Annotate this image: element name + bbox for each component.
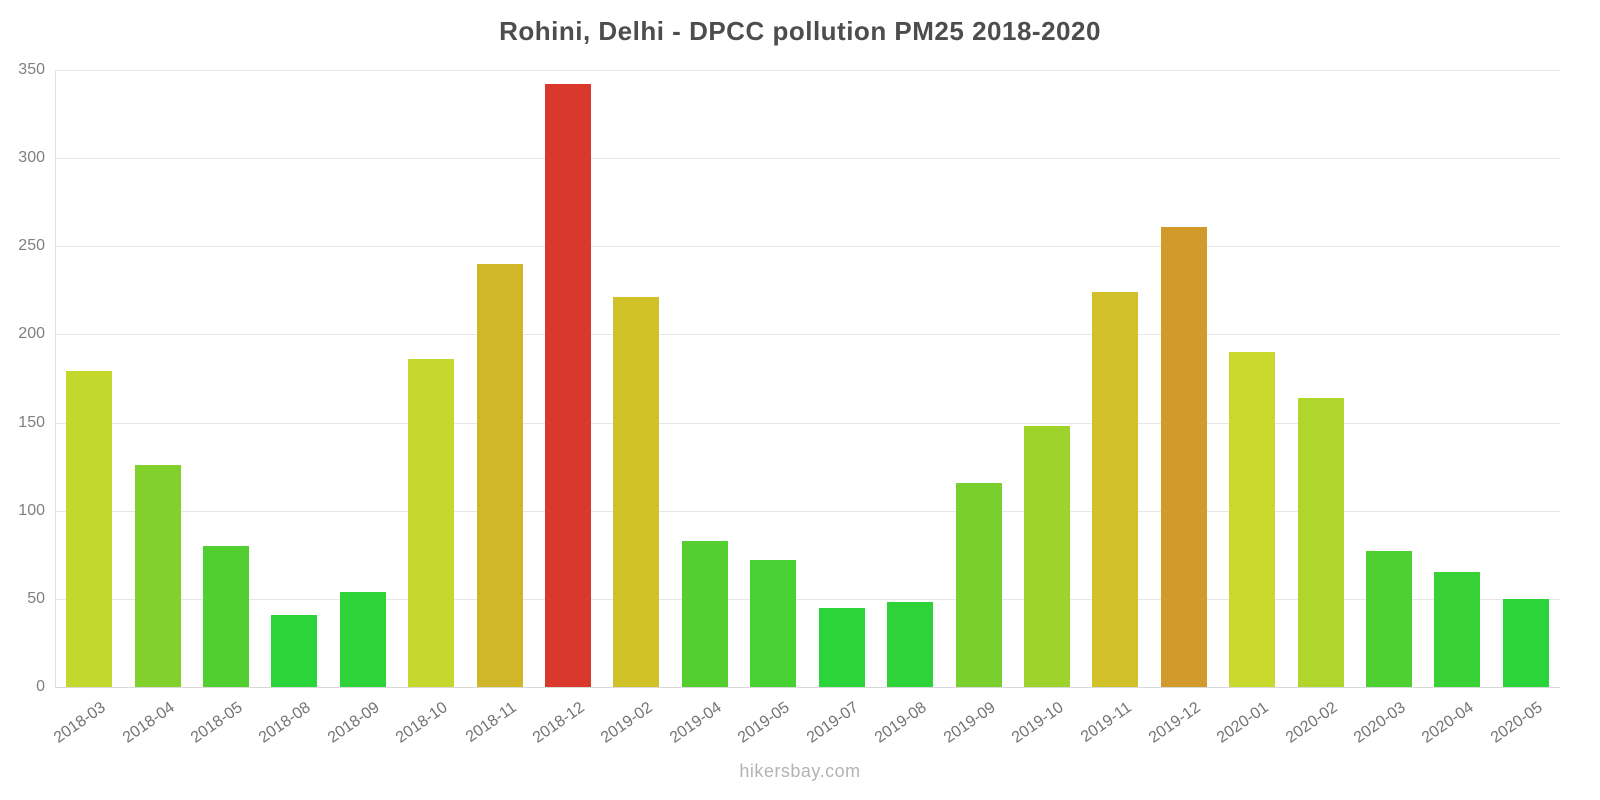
x-axis-tick-label: 2020-04 <box>1419 699 1478 747</box>
x-axis-tick-label: 2018-08 <box>256 699 315 747</box>
y-axis-line <box>55 70 56 687</box>
grid-line <box>55 510 1560 512</box>
y-axis-tick-label: 200 <box>18 325 45 343</box>
y-axis-tick-label: 350 <box>18 61 45 78</box>
plot-area: 0 50 100 150 200 250 300 350 2018-03 2018-04 2018… <box>18 61 1560 747</box>
bar-2020-05 <box>1502 598 1549 687</box>
x-axis-tick-label: 2019-05 <box>735 699 794 747</box>
grid-line <box>55 598 1560 600</box>
bar-2020-04 <box>1434 572 1481 687</box>
grid-line <box>55 687 1560 688</box>
bar-2018-08 <box>271 614 318 687</box>
x-axis-tick-label: 2019-09 <box>940 699 999 747</box>
bar-2019-10 <box>1023 426 1070 687</box>
y-axis-tick-label: 100 <box>18 501 45 519</box>
bar-2018-05 <box>203 545 250 687</box>
x-axis-tick-label: 2020-03 <box>1350 699 1409 747</box>
x-axis-tick-label: 2018-11 <box>462 699 520 746</box>
grid-line <box>55 158 1560 160</box>
x-axis-tick-label: 2019-08 <box>872 699 930 747</box>
x-axis-tick-label: 2018-05 <box>187 699 246 747</box>
x-axis-tick-label: 2018-12 <box>529 699 588 747</box>
chart-title: Rohini, Delhi - DPCC pollution PM25 2018… <box>499 16 1101 46</box>
bar-2019-08 <box>887 602 934 687</box>
bar-2018-09 <box>339 591 386 687</box>
bar-2018-11 <box>476 263 523 687</box>
bar-2018-12 <box>545 84 592 687</box>
bar-2019-07 <box>818 607 865 687</box>
bar-2018-04 <box>134 464 181 687</box>
bar-2019-05 <box>750 560 797 687</box>
bar-2019-11 <box>1092 292 1139 687</box>
bar-2020-02 <box>1297 397 1344 687</box>
x-axis-tick-label: 2018-04 <box>119 699 178 747</box>
bar-2019-04 <box>681 540 728 687</box>
x-axis-tick-label: 2019-02 <box>598 699 657 747</box>
bar-2019-12 <box>1160 226 1207 687</box>
grid-line <box>55 70 1560 71</box>
bar-2018-10 <box>408 359 455 687</box>
bar-2019-02 <box>613 297 660 687</box>
y-axis-tick-label: 250 <box>18 237 45 255</box>
x-axis-tick-label: 2019-12 <box>1145 699 1204 747</box>
x-axis-tick-label: 2019-07 <box>803 699 862 747</box>
bar-2020-01 <box>1229 352 1276 687</box>
x-axis-tick-label: 2020-01 <box>1214 699 1272 747</box>
grid-line <box>55 246 1560 248</box>
grid-line <box>55 334 1560 336</box>
x-axis-tick-label: 2020-05 <box>1487 699 1546 747</box>
x-axis-tick-label: 2019-11 <box>1078 699 1136 746</box>
x-axis-tick-label: 2018-03 <box>51 699 109 747</box>
x-axis-tick-label: 2018-09 <box>324 699 383 747</box>
x-axis-tick-label: 2020-02 <box>1282 699 1341 747</box>
y-axis-tick-label: 150 <box>18 413 45 431</box>
x-axis-tick-label: 2019-10 <box>1008 699 1067 747</box>
y-axis-tick-label: 0 <box>36 678 45 695</box>
bar-2018-03 <box>66 371 113 687</box>
bar-2019-09 <box>955 482 1002 687</box>
grid-line <box>55 422 1560 424</box>
watermark: hikersbay.com <box>739 761 861 781</box>
x-axis-tick-label: 2018-10 <box>393 699 452 747</box>
y-axis-tick-label: 300 <box>18 149 45 167</box>
bar-2020-03 <box>1365 551 1412 687</box>
y-axis-tick-label: 50 <box>27 589 45 607</box>
x-axis-tick-label: 2019-04 <box>666 699 725 747</box>
